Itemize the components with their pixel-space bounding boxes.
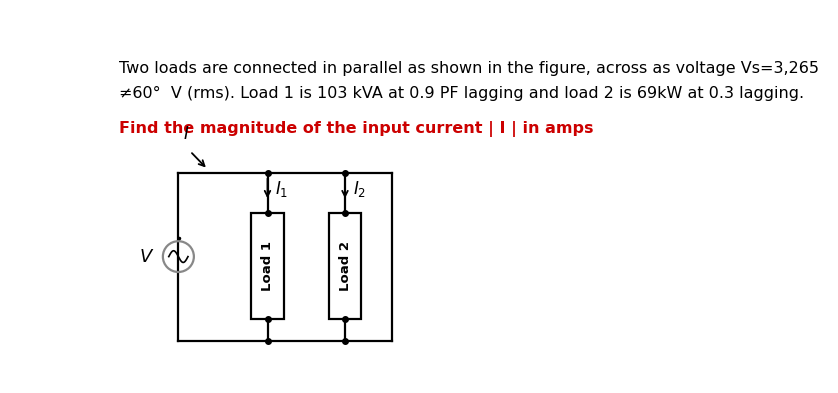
Text: ≠60°  V (rms). Load 1 is 103 kVA at 0.9 PF lagging and load 2 is 69kW at 0.3 lag: ≠60° V (rms). Load 1 is 103 kVA at 0.9 P… [119, 86, 804, 101]
Bar [328, 213, 361, 319]
Text: $I_1$: $I_1$ [275, 179, 288, 199]
Text: Load 2: Load 2 [339, 241, 351, 291]
Bar [251, 213, 284, 319]
Text: Find the magnitude of the input current | I | in amps: Find the magnitude of the input current … [119, 121, 593, 137]
Text: I: I [184, 125, 189, 143]
Text: Two loads are connected in parallel as shown in the figure, across as voltage Vs: Two loads are connected in parallel as s… [119, 61, 819, 76]
Text: Load 1: Load 1 [261, 241, 274, 291]
Text: $I_2$: $I_2$ [353, 179, 366, 199]
Text: V: V [140, 248, 152, 266]
